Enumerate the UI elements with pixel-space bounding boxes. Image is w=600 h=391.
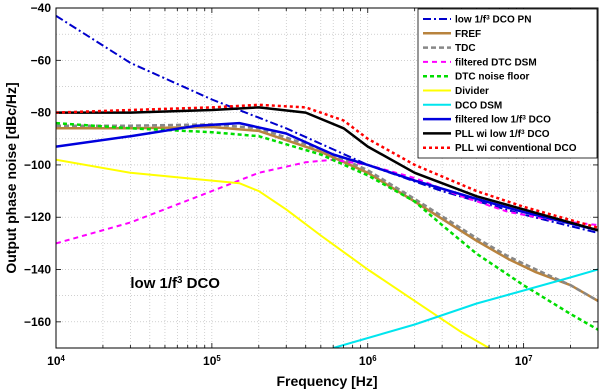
- legend: low 1/f3 DCO PN FREF TDC filtered DTC DSM DT…: [417, 8, 598, 159]
- series-line-pll-wi-conventional-dco: [56, 103, 598, 229]
- y-tick-label: −120: [24, 210, 51, 224]
- legend-label: DCO DSM: [455, 100, 502, 111]
- legend-label: low 1/f3 DCO PN: [455, 14, 531, 26]
- annotation-low-1f3-dco: low 1/f3 DCO: [130, 274, 220, 292]
- series-layer: [56, 14, 598, 348]
- legend-label: Divider: [455, 86, 489, 97]
- x-tick-label: 107: [515, 354, 533, 369]
- x-tick-label: 106: [359, 354, 377, 369]
- y-tick-label: −60: [31, 53, 52, 67]
- legend-label: TDC: [455, 43, 476, 54]
- legend-label: PLL wi conventional DCO: [455, 143, 577, 154]
- legend-label: filtered low 1/f3 DCO: [455, 114, 551, 126]
- y-tick-label: −160: [24, 315, 51, 329]
- y-tick-label: −80: [31, 106, 52, 120]
- legend-label: DTC noise floor: [455, 72, 530, 83]
- y-axis-label: Output phase noise [dBc/Hz]: [3, 82, 19, 273]
- plot-frame: [55, 7, 599, 349]
- series-line-pll-wi-low-1-f3-dco: [56, 106, 598, 232]
- x-tick-label: 104: [47, 354, 65, 369]
- series-line-filtered-low-1-f3-dco: [56, 121, 598, 232]
- y-tick-label: −140: [24, 263, 51, 277]
- series-line-divider: [56, 158, 490, 348]
- series-line-filtered-dtc-dsm: [56, 158, 598, 245]
- x-axis-label: Frequency [Hz]: [276, 373, 377, 389]
- axis-ticks: 104 105 106 107 −40 −60 −80 −100 −120 −140 −160: [24, 1, 599, 369]
- series-line-dtc-noise-floor: [56, 121, 598, 331]
- y-tick-label: −100: [24, 158, 51, 172]
- y-tick-label: −40: [31, 1, 52, 15]
- legend-label: FREF: [455, 29, 481, 40]
- legend-label: filtered DTC DSM: [455, 57, 537, 68]
- x-tick-label: 105: [203, 354, 221, 369]
- series-line-low-1-f3-dco-pn: [56, 14, 598, 234]
- series-line-tdc: [56, 123, 598, 302]
- series-line-dco-dsm: [332, 268, 598, 348]
- legend-label: PLL wi low 1/f3 DCO: [455, 128, 550, 140]
